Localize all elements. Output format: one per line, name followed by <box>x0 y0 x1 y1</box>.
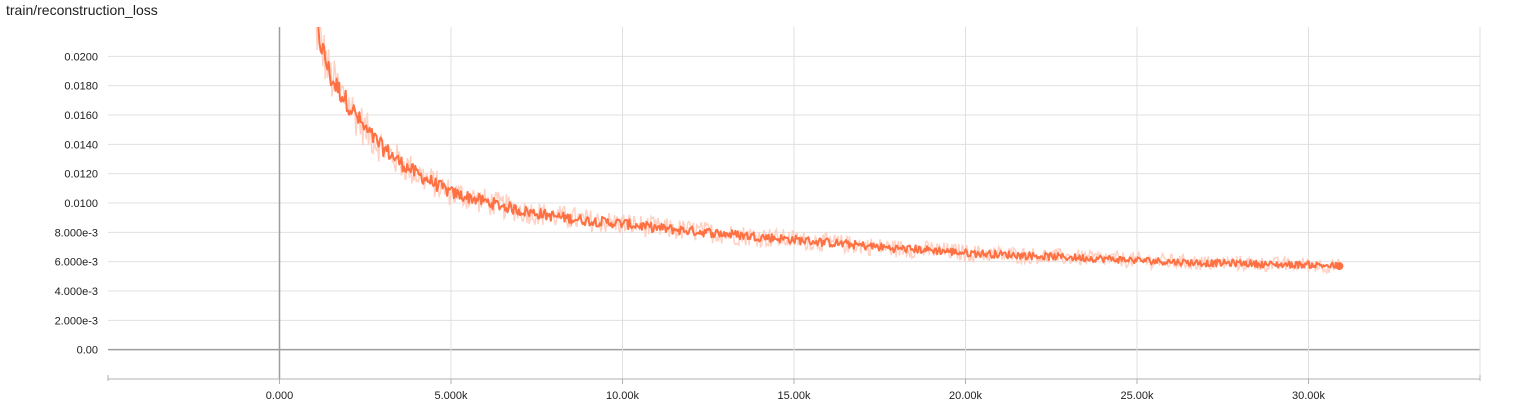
y-tick-label: 0.0100 <box>64 198 98 210</box>
y-tick-label: 8.000e-3 <box>55 227 98 239</box>
x-tick-label: 20.00k <box>949 390 983 402</box>
y-tick-label: 2.000e-3 <box>55 315 98 327</box>
y-tick-label: 0.0160 <box>64 110 98 122</box>
y-tick-label: 0.0200 <box>64 51 98 63</box>
series-group <box>315 27 1341 275</box>
y-tick-label: 0.00 <box>77 345 98 357</box>
y-tick-label: 4.000e-3 <box>55 286 98 298</box>
y-tick-label: 0.0180 <box>64 81 98 93</box>
series-last-point <box>1335 262 1344 271</box>
series-raw-line <box>315 27 1341 275</box>
y-tick-label: 0.0140 <box>64 139 98 151</box>
x-tick-label: 5.000k <box>434 390 468 402</box>
x-tick-label: 15.00k <box>777 390 811 402</box>
x-tick-label: 10.00k <box>606 390 640 402</box>
y-tick-label: 0.0120 <box>64 169 98 181</box>
series-smoothed-line <box>317 27 1341 269</box>
x-tick-label: 30.00k <box>1292 390 1326 402</box>
x-tick-label: 0.000 <box>266 390 294 402</box>
y-tick-label: 6.000e-3 <box>55 257 98 269</box>
chart-title: train/reconstruction_loss <box>6 2 158 18</box>
x-tick-label: 25.00k <box>1120 390 1154 402</box>
